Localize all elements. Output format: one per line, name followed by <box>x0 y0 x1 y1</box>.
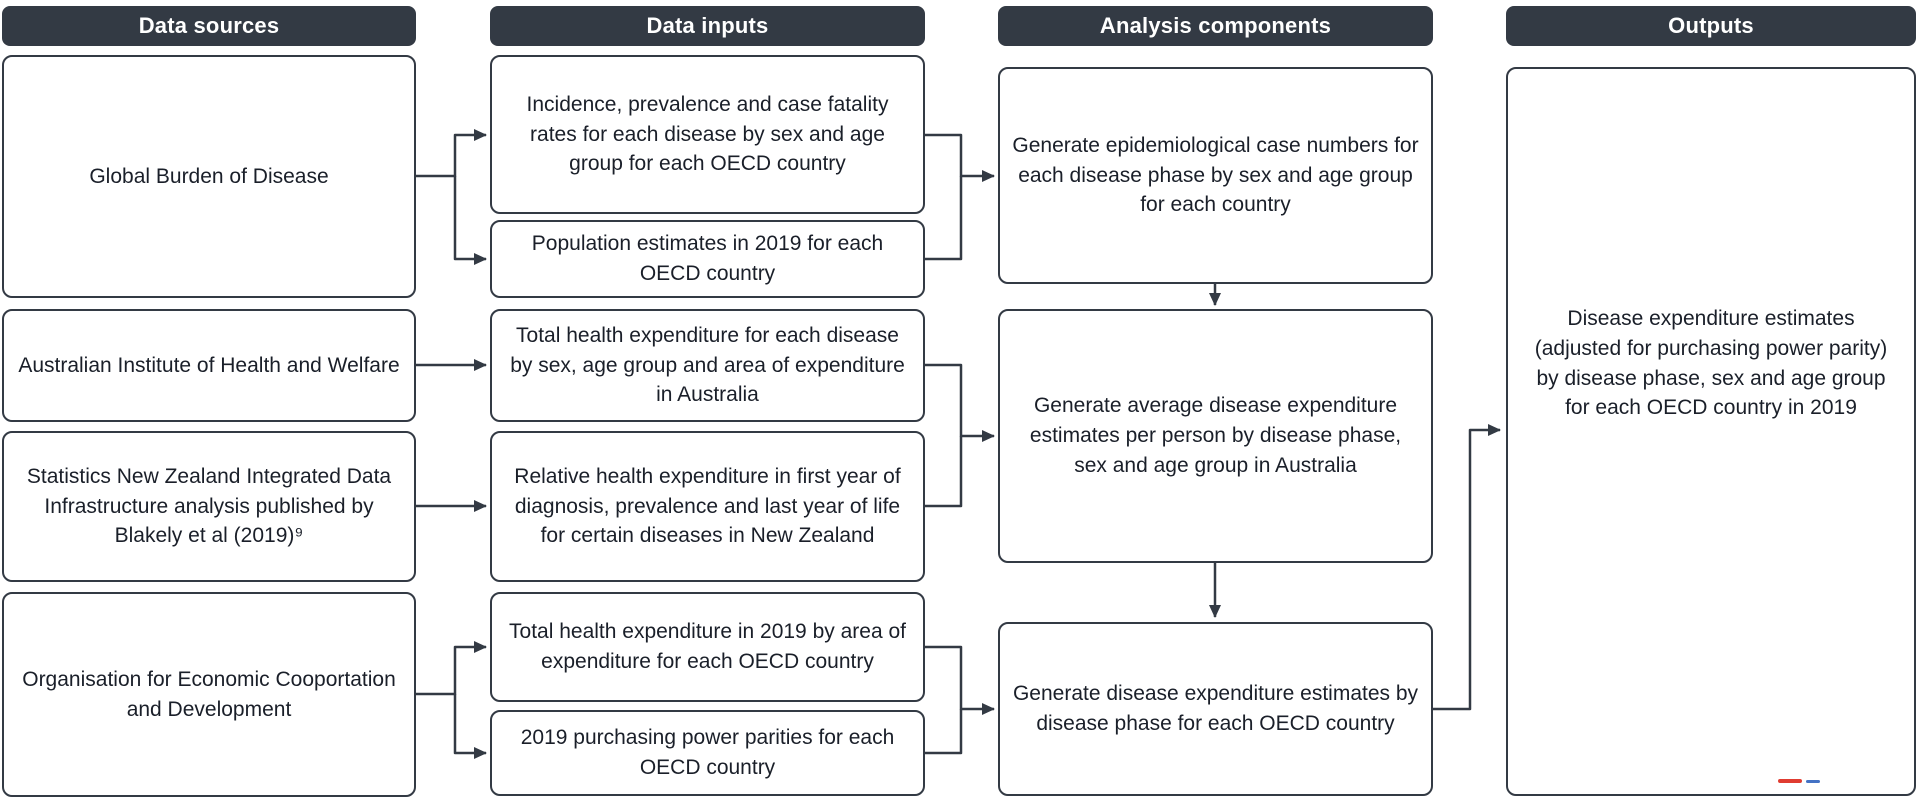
arrow-ppp-to-estimates <box>925 709 963 755</box>
column-header-analysis-components: Analysis components <box>998 6 1433 46</box>
input-box-label: Population estimates in 2019 for each OE… <box>531 232 884 285</box>
arrow-relative-expenditure-to-average-estimates <box>925 436 963 508</box>
output-box-disease-expenditure-estimates: Disease expenditure estimates (adjusted … <box>1506 67 1916 796</box>
arrow-oecd-to-total-expenditure-2019 <box>416 641 487 696</box>
input-box-total-expenditure-australia: Total health expenditure for each diseas… <box>490 309 925 422</box>
arrow-country-estimates-to-output <box>1433 424 1501 711</box>
arrow-oecd-to-ppp <box>453 694 487 759</box>
source-box-statistics-new-zealand: Statistics New Zealand Integrated Data I… <box>2 431 416 582</box>
source-box-label: Organisation for Economic Cooportation a… <box>22 667 396 721</box>
output-box-label: Disease expenditure estimates (adjusted … <box>1534 306 1888 420</box>
source-box-label: Australian Institute of Health and Welfa… <box>18 353 400 377</box>
column-header-outputs: Outputs <box>1506 6 1916 46</box>
source-box-label: Statistics New Zealand Integrated Data I… <box>26 464 392 548</box>
input-box-population-estimates: Population estimates in 2019 for each OE… <box>490 220 925 298</box>
analysis-box-expenditure-by-phase: Generate disease expenditure estimates b… <box>998 622 1433 796</box>
source-box-global-burden-of-disease: Global Burden of Disease <box>2 55 416 298</box>
input-box-purchasing-power-parities: 2019 purchasing power parities for each … <box>490 710 925 796</box>
column-header-label: Analysis components <box>1099 13 1332 38</box>
analysis-box-label: Generate epidemiological case numbers fo… <box>1012 133 1419 217</box>
arrow-gbd-to-population <box>453 176 487 265</box>
arrow-total-expenditure-aus-to-average-estimates <box>925 363 995 442</box>
analysis-box-epidemiological-case-numbers: Generate epidemiological case numbers fo… <box>998 67 1433 284</box>
arrow-gbd-to-incidence <box>416 129 487 178</box>
input-box-label: Total health expenditure for each diseas… <box>510 323 905 407</box>
input-box-label: Incidence, prevalence and case fatality … <box>526 92 889 176</box>
arrow-total-expenditure-2019-to-estimates <box>925 645 995 715</box>
column-header-label: Data inputs <box>646 13 769 38</box>
column-header-data-inputs: Data inputs <box>490 6 925 46</box>
source-box-aihw: Australian Institute of Health and Welfa… <box>2 309 416 422</box>
input-box-incidence-prevalence-rates: Incidence, prevalence and case fatality … <box>490 55 925 214</box>
column-header-label: Data sources <box>138 13 280 38</box>
analysis-box-label: Generate average disease expenditure est… <box>1029 394 1402 477</box>
red-artifact-mark <box>1778 779 1802 783</box>
input-box-label: Total health expenditure in 2019 by area… <box>509 620 906 673</box>
analysis-box-average-expenditure-estimates: Generate average disease expenditure est… <box>998 309 1433 563</box>
arrow-incidence-to-epi-cases <box>925 133 995 182</box>
analysis-box-label: Generate disease expenditure estimates b… <box>1012 682 1419 735</box>
arrow-population-to-epi-cases <box>925 176 963 261</box>
input-box-total-expenditure-2019: Total health expenditure in 2019 by area… <box>490 592 925 702</box>
source-box-oecd: Organisation for Economic Cooportation a… <box>2 592 416 797</box>
blue-artifact-mark <box>1806 780 1820 783</box>
input-box-label: 2019 purchasing power parities for each … <box>520 726 895 779</box>
column-header-label: Outputs <box>1668 13 1754 38</box>
column-header-data-sources: Data sources <box>2 6 416 46</box>
source-box-label: Global Burden of Disease <box>89 164 329 188</box>
input-box-label: Relative health expenditure in first yea… <box>514 464 901 548</box>
input-box-relative-expenditure-nz: Relative health expenditure in first yea… <box>490 431 925 582</box>
